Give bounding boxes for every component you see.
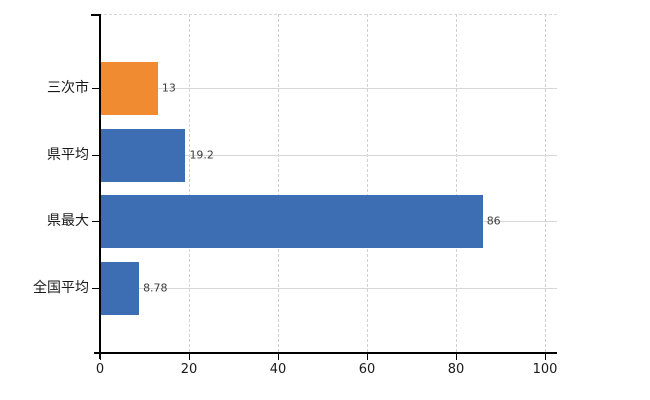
bar: [100, 261, 140, 315]
bar: [100, 194, 483, 248]
bar: [100, 128, 186, 182]
x-tick-label: 60: [358, 362, 376, 377]
y-axis-line: [99, 14, 101, 359]
bar: [100, 61, 158, 115]
x-tick-label: 80: [447, 362, 465, 377]
plot-top-border: [99, 14, 557, 15]
horizontal-gridline: [99, 288, 557, 289]
bar-value-label: 8.78: [143, 281, 168, 295]
plot-area: [99, 14, 557, 352]
horizontal-gridline: [99, 155, 557, 156]
category-label: 県平均: [47, 147, 89, 163]
vertical-gridline: [545, 14, 546, 352]
category-label: 全国平均: [33, 280, 89, 296]
x-tick-label: 100: [532, 362, 558, 377]
x-axis-tick: [367, 353, 368, 360]
y-axis-tick: [92, 221, 99, 222]
x-axis-line: [94, 352, 557, 354]
category-label: 県最大: [47, 213, 89, 229]
vertical-gridline: [456, 14, 457, 352]
x-tick-label: 20: [180, 362, 198, 377]
y-axis-tick: [92, 288, 99, 289]
y-axis-tick: [92, 155, 99, 156]
x-axis-tick: [545, 353, 546, 360]
y-axis-tick: [92, 88, 99, 89]
bar-value-label: 86: [486, 214, 501, 228]
bar-value-label: 19.2: [189, 148, 214, 162]
x-tick-label: 40: [269, 362, 287, 377]
x-axis-tick: [100, 353, 101, 360]
vertical-gridline: [278, 14, 279, 352]
x-axis-tick: [456, 353, 457, 360]
y-axis-top-tick: [91, 14, 99, 16]
x-axis-tick: [278, 353, 279, 360]
vertical-gridline: [189, 14, 190, 352]
category-label: 三次市: [47, 80, 89, 96]
x-tick-label: 0: [95, 362, 105, 377]
bar-value-label: 13: [161, 81, 176, 95]
x-axis-tick: [189, 353, 190, 360]
vertical-gridline: [367, 14, 368, 352]
horizontal-gridline: [99, 88, 557, 89]
